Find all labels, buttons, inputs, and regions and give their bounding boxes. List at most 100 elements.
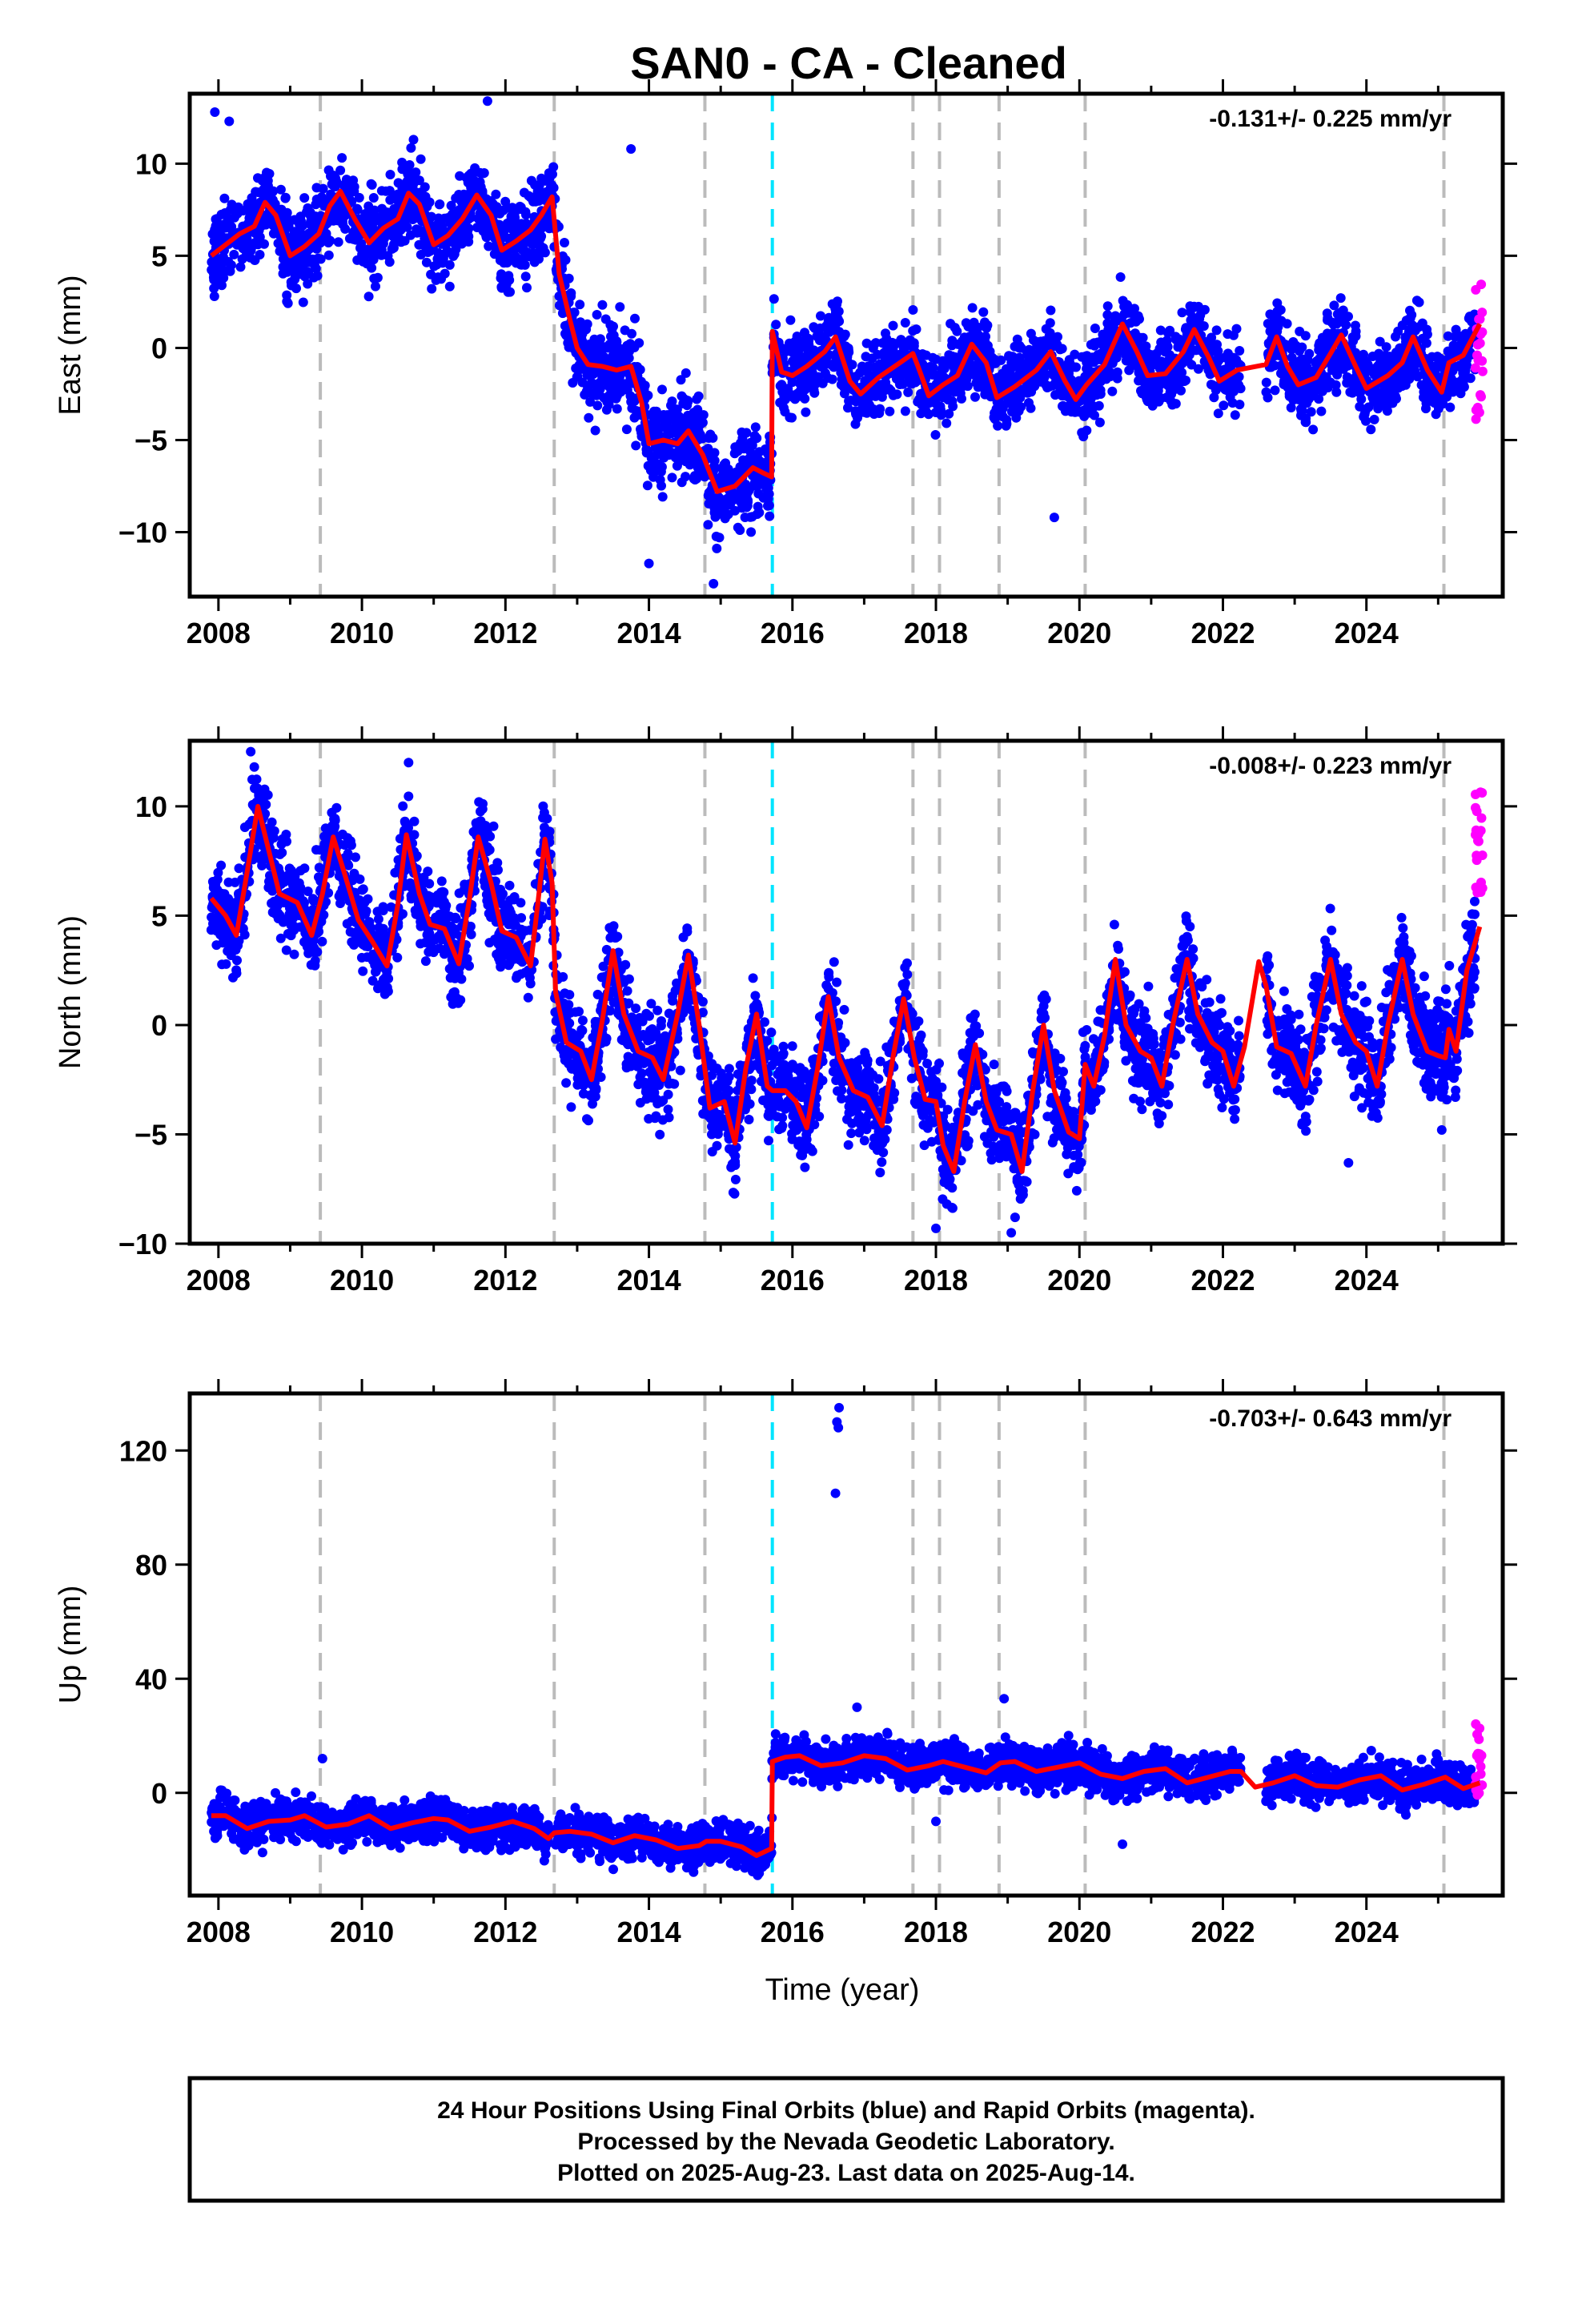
y-tick-label: 5 <box>151 239 167 272</box>
data-point <box>454 190 464 199</box>
data-point <box>823 373 833 383</box>
data-point <box>1405 305 1415 316</box>
data-point <box>333 237 343 247</box>
data-point <box>1455 376 1465 387</box>
data-point <box>621 424 632 435</box>
data-point <box>219 193 230 203</box>
data-point <box>1086 393 1096 404</box>
panel-east: 2008 2010 2012 2014 2016 2018 2020 2022 2024−10−… <box>54 79 1517 649</box>
data-point <box>617 344 628 354</box>
data-point <box>1162 357 1172 368</box>
data-point <box>464 223 474 234</box>
data-point <box>640 380 650 391</box>
data-point <box>1369 414 1379 424</box>
data-point <box>489 866 500 876</box>
data-point <box>305 207 315 218</box>
data-point <box>1024 349 1034 360</box>
data-point <box>234 863 244 874</box>
data-point <box>582 319 592 329</box>
data-point <box>1080 372 1090 382</box>
data-point <box>881 328 890 339</box>
data-point <box>572 372 583 382</box>
data-point <box>1030 381 1040 392</box>
data-point <box>1152 388 1162 397</box>
data-point <box>731 467 741 477</box>
data-point <box>917 349 928 360</box>
data-point <box>608 330 619 340</box>
data-point <box>1064 355 1074 365</box>
data-point <box>1223 351 1233 360</box>
data-point <box>484 225 495 235</box>
data-point <box>1140 345 1150 356</box>
data-point <box>504 880 515 891</box>
data-point <box>308 895 319 906</box>
data-point <box>674 456 685 466</box>
data-point <box>548 162 559 172</box>
data-point <box>1169 371 1179 381</box>
data-point <box>406 891 416 901</box>
data-point <box>577 328 588 339</box>
data-point <box>472 223 482 232</box>
data-point <box>404 160 415 170</box>
velocity-label: -0.131+/- 0.225 mm/yr <box>1209 106 1452 132</box>
data-point <box>424 245 435 255</box>
data-point <box>649 406 659 416</box>
data-point <box>1451 324 1461 335</box>
rapid-point <box>1471 405 1481 415</box>
data-point <box>411 167 421 178</box>
data-point <box>390 867 400 878</box>
rapid-point <box>1470 363 1480 373</box>
data-point <box>275 933 286 943</box>
data-point <box>263 189 273 199</box>
data-point <box>616 387 626 397</box>
data-point <box>736 496 746 506</box>
data-point <box>656 462 667 472</box>
data-point <box>765 511 775 521</box>
data-point <box>280 192 291 203</box>
data-point <box>873 382 883 392</box>
data-point <box>585 396 596 407</box>
data-point <box>1211 325 1222 336</box>
outlier-point <box>626 144 636 155</box>
data-point <box>588 389 598 400</box>
data-point <box>1306 407 1316 417</box>
data-point <box>1213 408 1223 419</box>
data-point <box>1302 398 1312 408</box>
data-point <box>464 171 474 181</box>
data-point <box>440 949 449 959</box>
data-point <box>219 273 229 283</box>
data-point <box>1114 341 1124 352</box>
outlier-point <box>1049 513 1059 523</box>
data-point <box>379 989 390 999</box>
data-point <box>351 235 361 245</box>
data-point <box>1323 378 1333 388</box>
data-point <box>815 333 825 344</box>
x-tick-label: 2010 <box>330 617 394 649</box>
x-tick-label: 2022 <box>1191 617 1255 649</box>
data-point <box>525 966 536 976</box>
data-point <box>429 261 440 271</box>
data-point <box>1375 356 1386 366</box>
data-point <box>685 420 696 430</box>
data-point <box>1329 300 1339 311</box>
data-point <box>947 340 957 351</box>
data-point <box>240 240 251 251</box>
data-point <box>806 378 817 388</box>
data-point <box>888 344 898 355</box>
data-point <box>690 412 701 423</box>
data-point <box>893 374 904 384</box>
data-point <box>417 189 428 199</box>
data-point <box>1046 332 1057 343</box>
data-point <box>614 372 624 382</box>
data-point <box>257 860 267 870</box>
data-point <box>505 287 515 297</box>
data-point <box>1230 410 1240 420</box>
data-point <box>279 263 290 273</box>
data-point <box>909 338 919 348</box>
data-point <box>521 210 531 220</box>
data-point <box>615 302 625 312</box>
data-point <box>1220 384 1231 395</box>
data-point <box>592 381 603 391</box>
data-point <box>263 215 274 225</box>
data-point <box>980 389 990 400</box>
